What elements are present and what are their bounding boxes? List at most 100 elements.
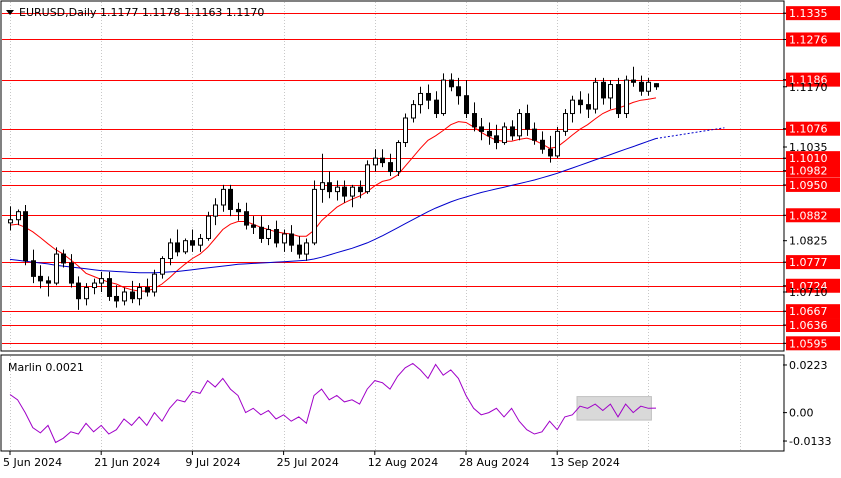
candle <box>304 238 309 261</box>
date-label: 9 Jul 2024 <box>185 456 240 469</box>
candle-body <box>327 182 332 193</box>
candle-body <box>221 188 226 206</box>
candle <box>540 131 545 154</box>
date-label: 25 Jul 2024 <box>277 456 339 469</box>
price-label: 1.0636 <box>789 319 828 332</box>
oscillator-pane-frame <box>0 354 785 452</box>
candle <box>221 184 226 212</box>
candle <box>426 84 431 110</box>
candle-body <box>373 157 378 166</box>
candle <box>646 77 651 96</box>
candle-body <box>282 233 287 244</box>
candle-body <box>487 130 492 137</box>
candle <box>16 209 21 226</box>
date-label: 21 Jun 2024 <box>94 456 160 469</box>
candle <box>578 91 583 114</box>
price-level-badge <box>786 121 840 136</box>
moving-averages <box>9 97 725 292</box>
candle-body <box>8 219 13 224</box>
candle-body <box>563 113 568 132</box>
price-level-badge <box>786 72 840 87</box>
candle <box>38 265 43 289</box>
candle-body <box>586 104 591 110</box>
candle <box>114 285 119 308</box>
price-label: 1.0667 <box>789 305 828 318</box>
candle <box>99 271 104 292</box>
candle-body <box>312 188 317 244</box>
candle-body <box>46 280 51 284</box>
price-label: 1.1010 <box>789 152 828 165</box>
candle-body <box>289 233 294 246</box>
candle <box>532 122 537 145</box>
candle <box>213 198 218 226</box>
candle <box>570 95 575 123</box>
date-label: 12 Aug 2024 <box>368 456 438 469</box>
candle-body <box>418 92 423 106</box>
candle <box>137 283 142 306</box>
candle <box>479 118 484 141</box>
candle-body <box>578 99 583 106</box>
candle <box>84 283 89 306</box>
price-label: 1.0982 <box>789 165 828 178</box>
price-label: 1.1276 <box>789 33 828 46</box>
price-label: 1.0777 <box>789 256 828 269</box>
candle-body <box>23 211 28 262</box>
candle <box>183 238 188 255</box>
candle <box>593 77 598 114</box>
candle <box>411 100 416 123</box>
oscillator-scale[interactable]: 0.0223 0.00 -0.0133 <box>783 359 831 448</box>
price-level-badge <box>786 336 840 351</box>
candle-body <box>16 211 21 221</box>
candle <box>282 229 287 252</box>
candle-body <box>297 244 302 255</box>
main-grid <box>10 2 741 350</box>
candle-body <box>320 182 325 190</box>
candle <box>198 234 203 252</box>
candle-body <box>624 79 629 115</box>
candle-body <box>342 186 347 197</box>
candle <box>251 216 256 234</box>
oscillator-grid <box>10 356 741 450</box>
candle-body <box>639 81 644 92</box>
candle-body <box>654 83 659 88</box>
price-label: 1.0710 <box>789 286 828 299</box>
candle <box>639 75 644 96</box>
candle-body <box>107 278 112 297</box>
candle-body <box>464 95 469 115</box>
candle-body <box>251 224 256 228</box>
slow-ma-projection <box>655 127 725 139</box>
marlin-line <box>9 362 657 444</box>
price-level-badge <box>786 278 840 293</box>
candle <box>61 249 66 268</box>
candle-body <box>510 126 515 137</box>
candle-body <box>456 86 461 97</box>
time-scale[interactable]: 5 Jun 2024 21 Jun 2024 9 Jul 2024 25 Jul 20… <box>3 451 620 469</box>
candle <box>274 220 279 248</box>
chart-menu-triangle-icon[interactable] <box>6 10 14 15</box>
date-label: 28 Aug 2024 <box>459 456 529 469</box>
candle-body <box>616 84 621 115</box>
symbol-header: EURUSD,Daily 1.1177 1.1178 1.1163 1.1170 <box>19 6 264 19</box>
candle <box>335 180 340 201</box>
candle-body <box>190 240 195 246</box>
candle <box>616 77 621 118</box>
candle-body <box>92 282 97 289</box>
candle-body <box>99 278 104 284</box>
candle-body <box>479 126 484 132</box>
price-level-badge <box>786 177 840 192</box>
price-label: 1.0882 <box>789 209 828 222</box>
candle <box>320 153 325 203</box>
candle <box>92 278 97 295</box>
candle-body <box>61 253 66 264</box>
main-pane-frame <box>0 0 785 352</box>
candle <box>434 91 439 118</box>
marlin-oscillator <box>9 362 657 444</box>
candle-body <box>145 287 150 293</box>
candle-body <box>266 229 271 239</box>
candle <box>259 216 264 243</box>
candle-body <box>472 113 477 128</box>
candle-body <box>38 275 43 282</box>
candle <box>152 269 157 297</box>
